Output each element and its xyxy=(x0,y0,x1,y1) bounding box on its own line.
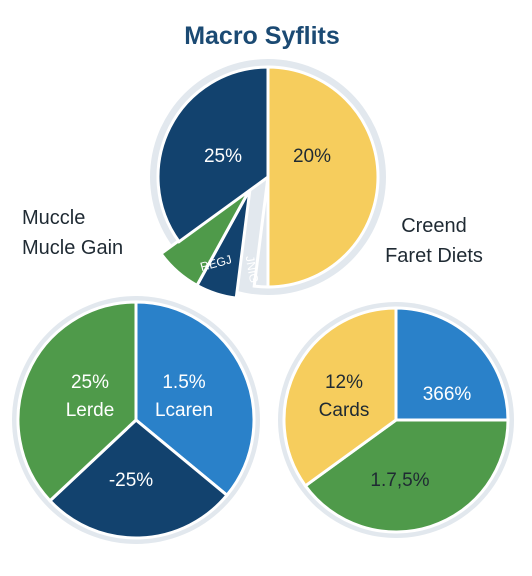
chart-title: Macro Syflits xyxy=(184,22,340,50)
pie-slice xyxy=(252,176,270,289)
pie-slice xyxy=(134,300,256,498)
pie-slice xyxy=(282,306,398,488)
pie-slice xyxy=(156,65,270,244)
slice-label: 1.5% Lcaren xyxy=(155,372,213,421)
slice-label: -25% xyxy=(109,470,153,491)
slice-label: JNIG xyxy=(243,255,262,284)
slice-label: 25% xyxy=(204,146,242,167)
chart-title-faret-diets: Creend Faret Diets xyxy=(385,215,483,267)
pie-chart-2: 1.5% Lcaren -25% 25% Lerde xyxy=(12,296,260,544)
slice-label: 25% Lerde xyxy=(66,372,115,421)
pie-slice xyxy=(158,187,252,288)
pie-chart-3: 366% 1.7,5% 12% Cards xyxy=(278,302,514,538)
slice-label: 1.7,5% xyxy=(370,470,429,491)
chart-title-muscle-gain: Muccle Mucle Gain xyxy=(22,207,123,259)
slice-label: 20% xyxy=(293,146,331,167)
pie-slice xyxy=(47,418,230,540)
pie-slice xyxy=(16,300,138,503)
slice-label: 366% xyxy=(423,384,472,405)
pie-slice xyxy=(303,418,510,534)
slice-label: 12% Cards xyxy=(319,372,370,421)
pie-slice xyxy=(266,65,380,289)
pie-slice xyxy=(394,306,510,422)
